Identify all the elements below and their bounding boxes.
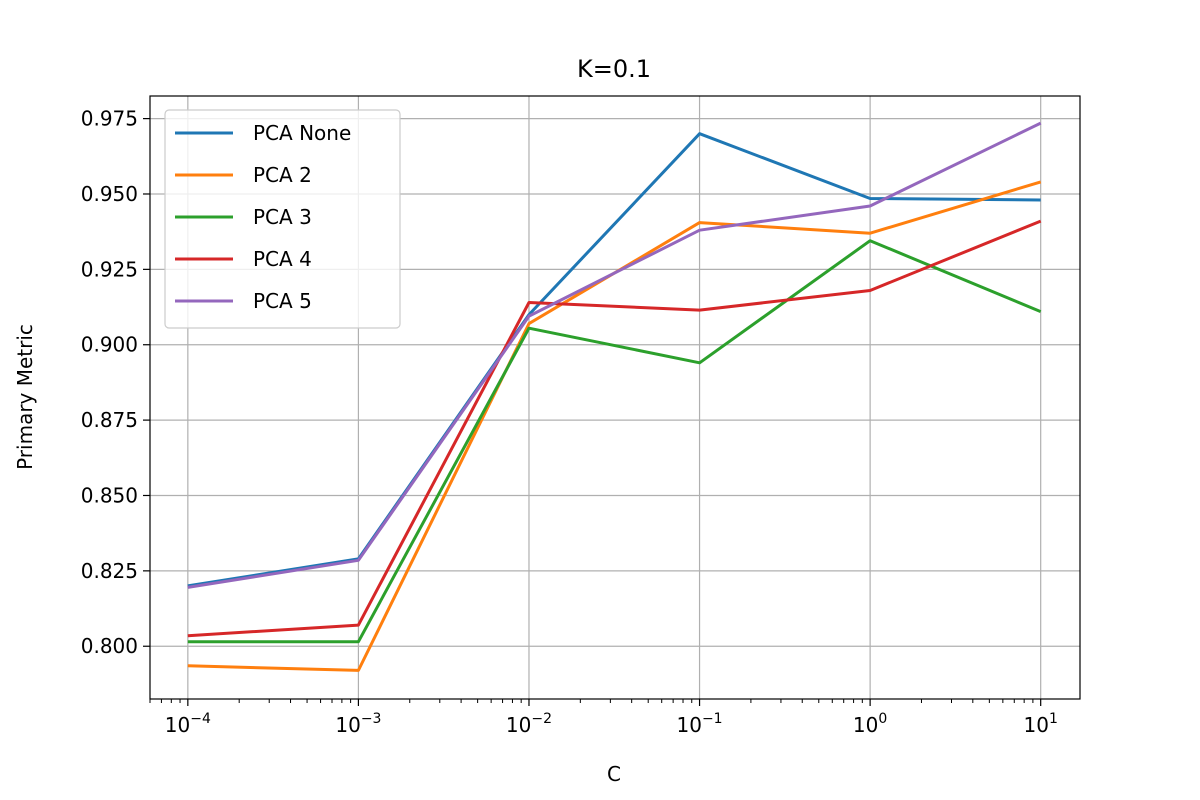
x-tick-label: 10−3 [335, 711, 381, 737]
x-tick-label: 10−2 [506, 711, 552, 737]
legend-label: PCA 4 [253, 247, 312, 271]
y-axis-ticks: 0.800 0.825 0.850 0.875 0.900 0.925 0.950 0.975 [81, 107, 150, 658]
legend-label: PCA 2 [253, 163, 312, 187]
series-line-pca-5 [187, 121, 1042, 589]
y-tick-label: 0.925 [81, 257, 138, 281]
y-tick-label: 0.950 [81, 182, 138, 206]
x-tick-label: 10−1 [677, 711, 723, 737]
y-tick-label: 0.850 [81, 483, 138, 507]
series-line-pca-3 [187, 239, 1042, 644]
y-tick-label: 0.900 [81, 333, 138, 357]
legend-label: PCA None [253, 121, 351, 145]
y-tick-label: 0.875 [81, 408, 138, 432]
x-axis-ticks: 10−4 10−3 10−2 10−1 100 101 [149, 699, 1058, 737]
chart-title: K=0.1 [577, 55, 651, 83]
x-tick-label: 100 [853, 711, 887, 737]
x-tick-label: 10−4 [165, 711, 211, 737]
x-axis-label: C [607, 762, 621, 786]
legend-label: PCA 5 [253, 289, 312, 313]
plot-frame [149, 95, 1081, 700]
x-tick-label: 101 [1024, 711, 1058, 737]
legend-box [164, 109, 401, 329]
legend: PCA None PCA 2 PCA 3 PCA 4 PCA 5 [164, 109, 401, 329]
y-tick-label: 0.975 [81, 107, 138, 131]
y-tick-label: 0.800 [81, 634, 138, 658]
series-line-pca-4 [187, 219, 1042, 638]
y-axis-label: Primary Metric [13, 324, 37, 470]
legend-label: PCA 3 [253, 205, 312, 229]
series-lines [187, 121, 1042, 672]
y-tick-label: 0.825 [81, 559, 138, 583]
